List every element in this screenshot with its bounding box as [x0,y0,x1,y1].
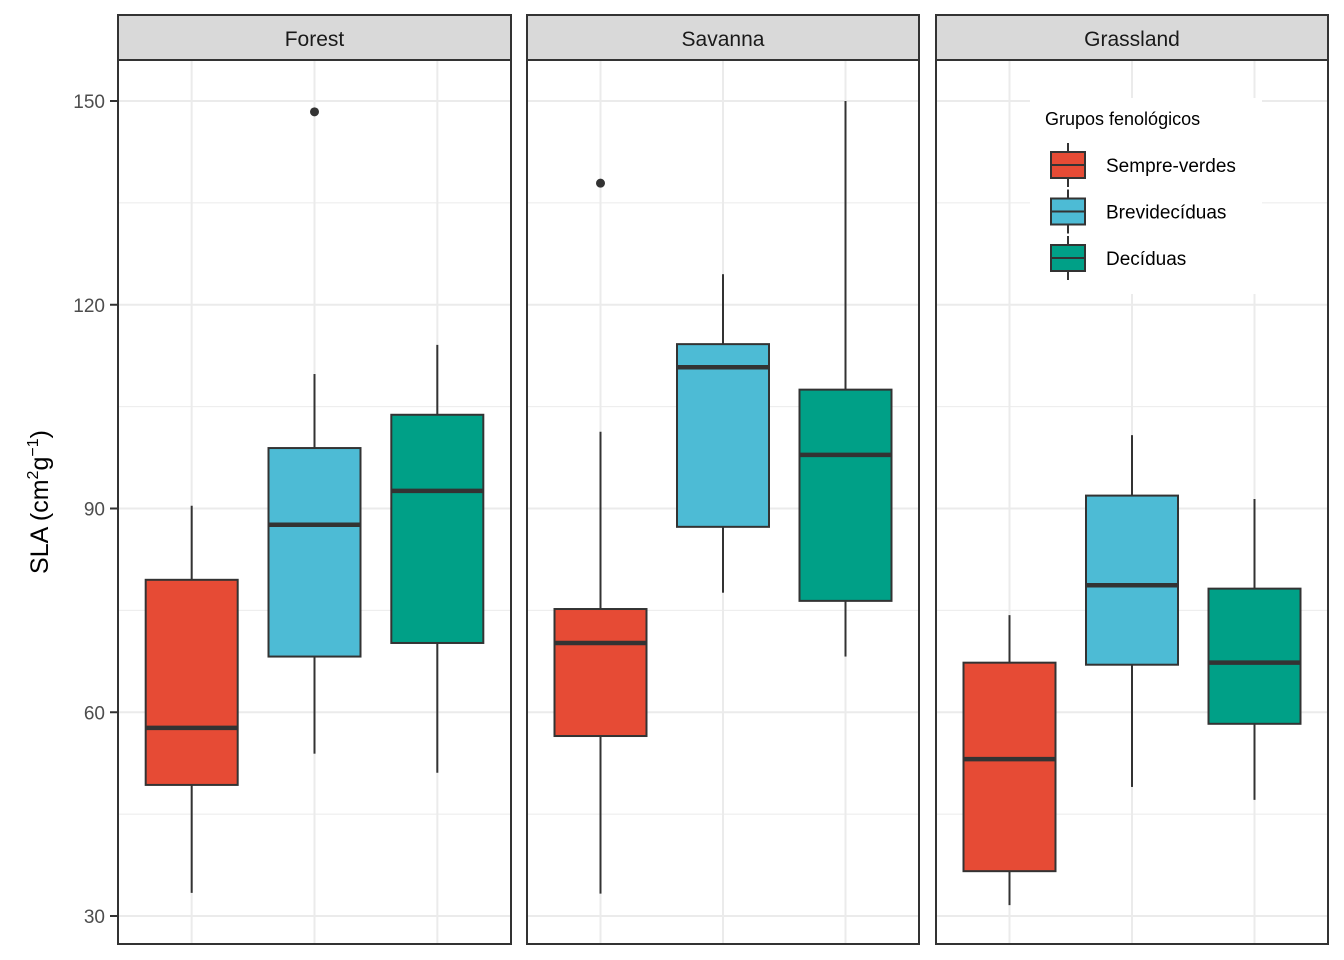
box-grassland-sempre-verdes [962,615,1057,906]
box-iqr [676,343,770,528]
legend: Grupos fenológicos Sempre-verdes Brevidecí… [1030,98,1262,294]
box-iqr [144,578,239,786]
facet-panel-savanna: Savanna [526,14,920,945]
box-iqr [1085,494,1179,666]
y-axis-title: SLA (cm2g−1) [25,430,54,574]
facet-strip-label: Grassland [1084,28,1180,51]
y-tick-label: 30 [84,907,105,928]
facet-strip [526,14,920,61]
y-axis-title-sup2: −1 [25,438,42,456]
box-iqr [390,413,485,644]
legend-entry-brevidecíduas: Brevidecíduas [1050,189,1226,234]
y-tick-label: 90 [84,500,105,521]
legend-label: Decíduas [1106,249,1186,270]
y-axis-title-sup1: 2 [25,470,42,479]
facet-panel-forest: Forest [117,14,512,945]
box-iqr [798,388,893,602]
facet-strip-label: Savanna [682,28,765,51]
facet-strip-label: Forest [285,28,345,51]
box-grassland-brevidecíduas [1085,435,1179,787]
y-tick-label: 150 [73,92,105,113]
legend-entry-decíduas: Decíduas [1050,236,1186,280]
box-forest-decíduas [390,344,485,773]
legend-entry-sempre-verdes: Sempre-verdes [1050,143,1236,187]
box-savanna-brevidecíduas [676,274,770,593]
box-forest-brevidecíduas [267,107,362,754]
box-iqr [553,608,648,738]
legend-label: Brevidecíduas [1106,203,1226,224]
legend-title: Grupos fenológicos [1045,109,1200,129]
box-savanna-sempre-verdes [553,178,648,894]
box-savanna-decíduas [798,101,893,657]
box-iqr [1207,587,1302,725]
box-grassland-decíduas [1207,498,1302,800]
outlier-point [310,107,319,117]
box-forest-sempre-verdes [144,505,239,893]
facet-strip [117,14,512,61]
y-axis: 30 60 90 120 150 [73,92,118,928]
box-iqr [962,661,1057,873]
y-tick-label: 60 [84,703,105,724]
y-tick-label: 120 [73,296,105,317]
box-iqr [267,447,362,658]
legend-label: Sempre-verdes [1106,156,1236,177]
outlier-point [596,178,605,188]
facet-strip [935,14,1329,61]
